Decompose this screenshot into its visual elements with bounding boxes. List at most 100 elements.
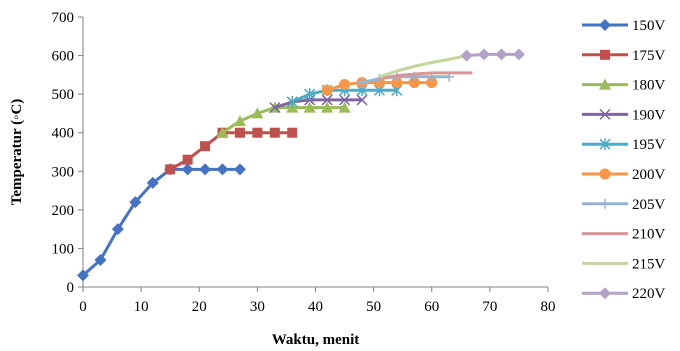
series-line <box>274 98 362 110</box>
legend-label: 175V <box>632 48 666 64</box>
legend-item: 200V <box>582 167 666 183</box>
series-210V <box>379 71 473 81</box>
data-point <box>269 127 280 138</box>
data-point <box>357 77 367 88</box>
legend-label: 150V <box>632 18 666 34</box>
data-point <box>321 101 334 113</box>
x-tick-label: 70 <box>482 299 497 315</box>
data-point <box>303 101 316 113</box>
data-point <box>338 101 351 113</box>
legend-marker <box>600 198 610 209</box>
legend-marker <box>599 287 611 300</box>
series-190V <box>269 94 368 114</box>
x-axis-title: Waktu, menit <box>272 332 360 348</box>
legend-item: 215V <box>582 256 666 272</box>
legend-marker <box>599 78 611 90</box>
data-point <box>111 223 124 236</box>
series-195V <box>286 84 403 108</box>
data-point <box>426 77 438 89</box>
y-axis-title: Temperatur (◦C) <box>9 99 25 206</box>
legend-label: 180V <box>632 78 666 94</box>
x-tick-label: 40 <box>308 299 323 315</box>
legend-label: 195V <box>632 137 666 153</box>
data-point <box>252 127 263 138</box>
data-point <box>304 88 316 101</box>
x-tick-label: 60 <box>424 299 439 315</box>
legend-item: 180V <box>582 78 666 94</box>
legend-item: 150V <box>582 18 666 34</box>
legend-marker <box>599 108 611 120</box>
data-point <box>408 77 420 89</box>
data-point <box>321 84 333 96</box>
y-tick-label: 0 <box>67 280 75 296</box>
data-point <box>251 107 264 119</box>
data-point <box>339 94 351 106</box>
data-point <box>339 79 351 90</box>
data-point <box>286 95 298 108</box>
data-point <box>216 126 229 138</box>
x-tick-label: 20 <box>192 299 207 315</box>
data-point <box>234 127 245 138</box>
plot-series <box>77 48 525 282</box>
legend-item: 175V <box>582 48 666 64</box>
series-150V <box>77 163 246 282</box>
legend-marker <box>599 138 611 151</box>
legend-label: 220V <box>632 286 666 302</box>
legend-label: 205V <box>632 197 666 213</box>
legend-label: 210V <box>632 227 666 243</box>
x-tick-label: 30 <box>250 299 265 315</box>
series-line <box>379 71 473 81</box>
series-line <box>378 54 467 79</box>
data-point <box>129 196 142 209</box>
series-line <box>82 167 240 277</box>
y-tick-label: 500 <box>52 87 75 103</box>
legend-item: 205V <box>582 197 666 213</box>
y-tick-label: 300 <box>52 164 75 180</box>
data-point <box>512 48 525 61</box>
legend-item: 195V <box>582 137 666 153</box>
legend-marker <box>600 49 610 60</box>
data-point <box>287 127 298 138</box>
data-point <box>199 163 212 176</box>
series-215V <box>378 54 467 79</box>
y-tick-label: 200 <box>52 203 75 219</box>
data-point <box>478 48 491 61</box>
series-220V <box>460 48 525 62</box>
data-point <box>356 94 368 106</box>
series-line <box>466 52 519 58</box>
data-point <box>182 154 193 165</box>
legend: 150V 175V 180V 190V 195V 200V 205V 210V 215V 220V <box>582 18 666 302</box>
y-tick-label: 600 <box>52 49 75 65</box>
data-point <box>233 115 246 127</box>
legend-item: 220V <box>582 286 666 302</box>
data-point <box>77 269 89 282</box>
data-point <box>200 141 211 152</box>
x-tick-label: 10 <box>134 299 149 315</box>
y-tick-label: 700 <box>52 10 75 26</box>
data-point <box>269 102 281 114</box>
data-point <box>233 163 246 176</box>
data-point <box>460 49 473 62</box>
x-tick-label: 80 <box>541 299 556 315</box>
plot-axes <box>78 16 549 292</box>
data-point <box>165 164 176 175</box>
legend-label: 190V <box>632 107 666 123</box>
x-tick-label: 0 <box>79 299 87 315</box>
legend-marker <box>599 19 611 31</box>
data-point <box>146 176 159 189</box>
legend-item: 210V <box>582 227 666 243</box>
data-point <box>321 94 333 106</box>
x-tick-label: 50 <box>366 299 381 315</box>
legend-label: 215V <box>632 256 666 272</box>
data-point <box>181 163 194 176</box>
y-tick-label: 400 <box>52 126 75 142</box>
legend-label: 200V <box>632 167 666 183</box>
tick-labels: 0 100 200 300 400 500 600 700 0 10 20 30 40 50 60 70 80 <box>52 10 556 315</box>
data-point <box>94 254 107 266</box>
data-point <box>391 77 403 89</box>
y-tick-label: 100 <box>52 241 75 257</box>
legend-item: 190V <box>582 107 666 123</box>
data-point <box>216 163 229 176</box>
legend-marker <box>599 168 611 180</box>
